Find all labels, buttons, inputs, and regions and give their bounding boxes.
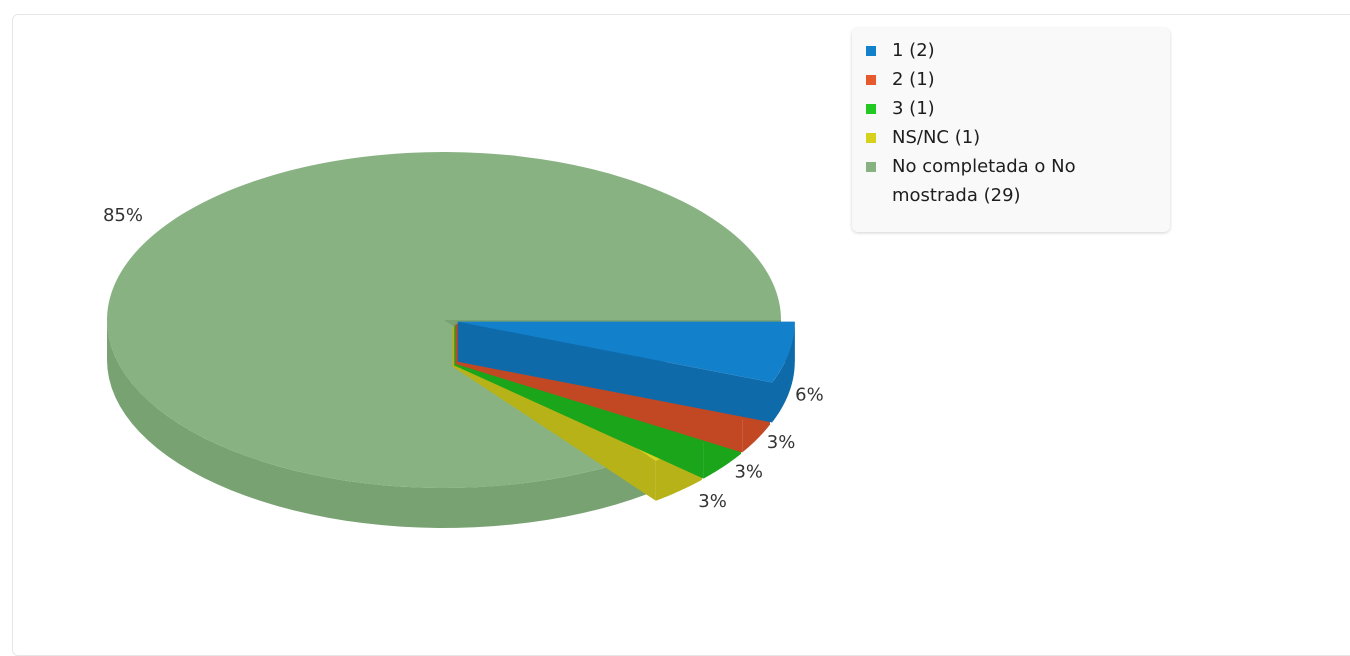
legend-swatch: [866, 75, 876, 85]
pie-slice-1[interactable]: [457, 321, 795, 423]
legend-swatch: [866, 133, 876, 143]
legend-swatch: [866, 46, 876, 56]
legend-item-no-completada[interactable]: No completada o No mostrada (29): [866, 152, 1162, 210]
slice-top: [107, 151, 781, 489]
percent-label-4: 3%: [698, 491, 727, 512]
chart-legend: 1 (2) 2 (1) 3 (1) NS/NC (1) No completad…: [852, 28, 1170, 232]
legend-label: NS/NC (1): [892, 127, 981, 148]
pie-chart: 6%3%3%3%85%: [103, 151, 824, 528]
legend-item-ns-nc[interactable]: NS/NC (1): [866, 123, 1162, 152]
slice-cut: [457, 321, 773, 423]
percent-label-3: 3%: [734, 461, 763, 482]
legend-item-1[interactable]: 1 (2): [866, 36, 1162, 65]
slice-side: [107, 320, 648, 528]
legend-label: No completada o No mostrada (29): [892, 156, 1076, 206]
legend-swatch: [866, 104, 876, 114]
legend-label: 3 (1): [892, 98, 935, 119]
legend-item-3[interactable]: 3 (1): [866, 94, 1162, 123]
percent-label-1: 6%: [795, 385, 824, 406]
percent-label-5: 85%: [103, 205, 143, 226]
percent-label-2: 3%: [767, 432, 796, 453]
legend-label: 1 (2): [892, 40, 935, 61]
slice-top: [457, 321, 795, 383]
legend-item-2[interactable]: 2 (1): [866, 65, 1162, 94]
legend-swatch: [866, 162, 876, 172]
slice-side: [772, 321, 795, 423]
legend-label: 2 (1): [892, 69, 935, 90]
